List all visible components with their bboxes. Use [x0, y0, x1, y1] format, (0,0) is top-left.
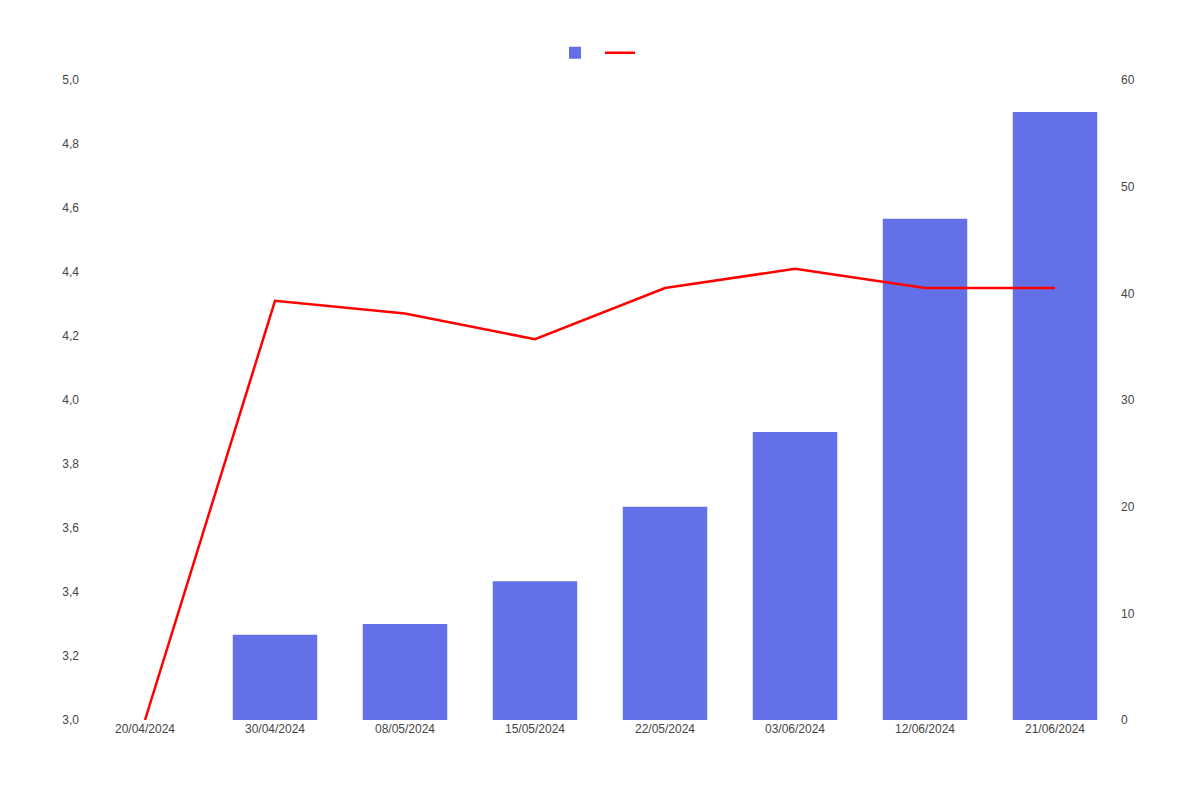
svg-text:3,6: 3,6 [62, 521, 79, 535]
svg-text:4,2: 4,2 [62, 329, 79, 343]
svg-text:03/06/2024: 03/06/2024 [765, 722, 825, 736]
svg-text:60: 60 [1121, 73, 1135, 87]
svg-text:0: 0 [1121, 713, 1128, 727]
svg-text:4,8: 4,8 [62, 137, 79, 151]
svg-text:22/05/2024: 22/05/2024 [635, 722, 695, 736]
svg-text:15/05/2024: 15/05/2024 [505, 722, 565, 736]
svg-text:20: 20 [1121, 500, 1135, 514]
svg-text:4,4: 4,4 [62, 265, 79, 279]
svg-text:3,0: 3,0 [62, 713, 79, 727]
svg-text:12/06/2024: 12/06/2024 [895, 722, 955, 736]
svg-text:3,2: 3,2 [62, 649, 79, 663]
svg-text:30/04/2024: 30/04/2024 [245, 722, 305, 736]
svg-text:08/05/2024: 08/05/2024 [375, 722, 435, 736]
svg-text:3,8: 3,8 [62, 457, 79, 471]
svg-text:20/04/2024: 20/04/2024 [115, 722, 175, 736]
svg-text:21/06/2024: 21/06/2024 [1025, 722, 1085, 736]
svg-text:40: 40 [1121, 287, 1135, 301]
svg-text:3,4: 3,4 [62, 585, 79, 599]
svg-text:4,0: 4,0 [62, 393, 79, 407]
svg-text:10: 10 [1121, 607, 1135, 621]
svg-text:5,0: 5,0 [62, 73, 79, 87]
svg-text:30: 30 [1121, 393, 1135, 407]
svg-text:4,6: 4,6 [62, 201, 79, 215]
svg-text:50: 50 [1121, 180, 1135, 194]
